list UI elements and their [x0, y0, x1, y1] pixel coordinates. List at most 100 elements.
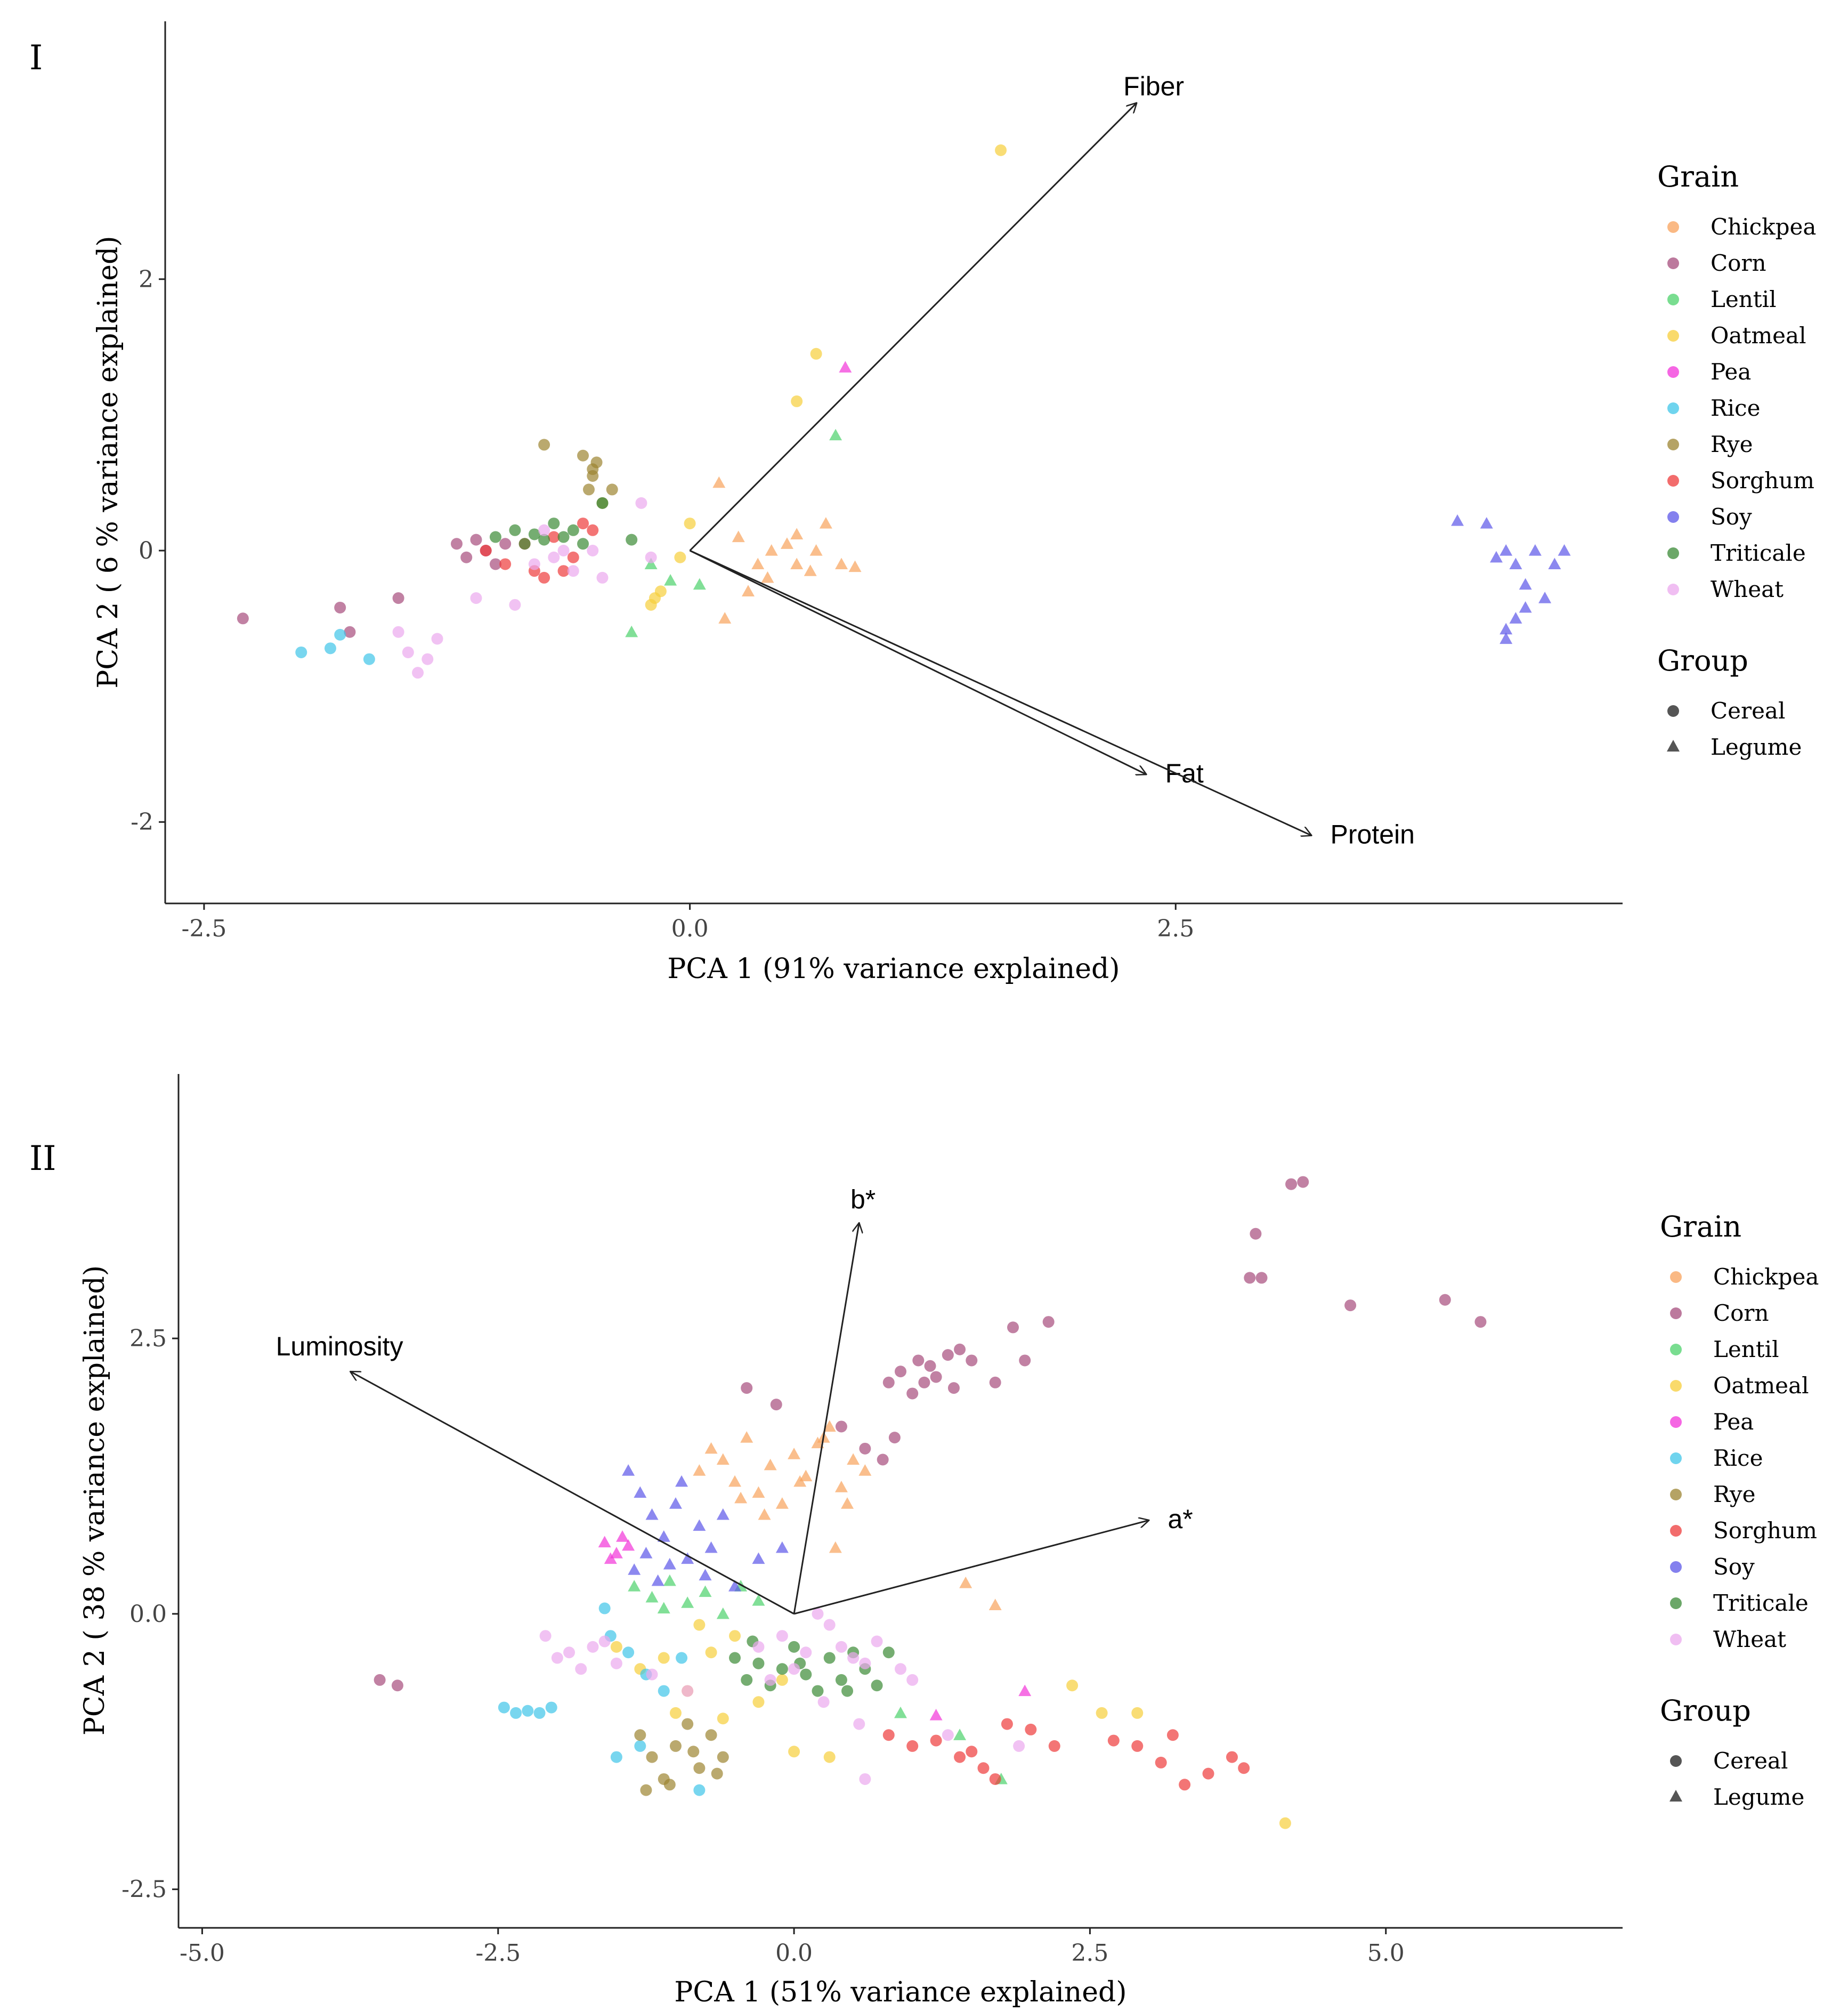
- x-tick-label: -2.5: [182, 915, 227, 942]
- data-point-corn: [918, 1376, 930, 1388]
- data-point-wheat: [598, 1635, 611, 1647]
- data-point-wheat: [817, 1696, 830, 1708]
- y-axis-title: PCA 2 ( 38 % variance explained): [79, 1265, 111, 1735]
- data-point-lentil: [645, 1590, 659, 1603]
- data-point-chickpea: [712, 476, 726, 488]
- data-point-rice: [622, 1646, 635, 1659]
- legend-label-chickpea: Chickpea: [1711, 214, 1816, 240]
- data-point-rye: [640, 1784, 652, 1796]
- legend-key-lentil: [1670, 1344, 1682, 1355]
- x-tick-label: 5.0: [1367, 1940, 1405, 1967]
- data-point-chickpea: [809, 544, 823, 556]
- data-point-triticale: [626, 534, 638, 546]
- legend-key-rye: [1667, 439, 1679, 450]
- data-point-sorghum: [548, 531, 560, 543]
- data-point-chickpea: [790, 558, 804, 570]
- data-point-corn: [470, 534, 482, 546]
- data-point-sorghum: [1131, 1740, 1144, 1752]
- data-point-oatmeal: [705, 1646, 717, 1659]
- data-point-wheat: [788, 1663, 800, 1675]
- legend-key-lentil: [1667, 294, 1679, 305]
- data-point-triticale: [835, 1674, 847, 1686]
- data-point-wheat: [895, 1663, 906, 1675]
- data-point-soy: [1519, 601, 1532, 613]
- data-point-oatmeal: [658, 1652, 670, 1664]
- data-point-oatmeal: [645, 599, 657, 611]
- data-point-oatmeal: [669, 1707, 682, 1719]
- data-point-chickpea: [732, 530, 745, 543]
- data-point-pea: [598, 1536, 611, 1548]
- data-point-soy: [1451, 514, 1464, 526]
- data-point-chickpea: [788, 1448, 801, 1459]
- data-point-rye: [582, 483, 595, 496]
- y-tick-label: -2.5: [121, 1876, 167, 1903]
- data-point-soy: [693, 1519, 706, 1531]
- data-point-wheat: [575, 1663, 587, 1675]
- data-point-corn: [877, 1453, 889, 1466]
- legend-label-cereal: Cereal: [1711, 698, 1785, 724]
- data-point-wheat: [392, 626, 404, 638]
- legend-label-corn: Corn: [1711, 250, 1766, 276]
- loading-arrow-a: [793, 1520, 1149, 1615]
- legend-key-corn: [1667, 257, 1679, 269]
- data-point-corn: [954, 1343, 966, 1355]
- data-point-wheat: [906, 1674, 919, 1686]
- data-point-wheat: [752, 1641, 765, 1653]
- data-point-wheat: [402, 646, 414, 658]
- panel-1-points: [237, 144, 1571, 679]
- data-point-chickpea: [716, 1453, 730, 1465]
- data-point-corn: [1344, 1299, 1357, 1312]
- data-point-chickpea: [841, 1497, 854, 1509]
- data-point-chickpea: [790, 528, 804, 540]
- x-tick-label: 2.5: [1071, 1940, 1108, 1967]
- data-point-chickpea: [834, 1481, 848, 1492]
- data-point-sorghum: [1107, 1734, 1120, 1747]
- legend-key-chickpea: [1667, 221, 1679, 233]
- panel-2-loadings: b* Luminosity a*: [276, 1185, 1193, 1615]
- data-point-triticale: [596, 497, 609, 509]
- data-point-soy: [651, 1574, 664, 1586]
- legend-label-cereal: Cereal: [1713, 1748, 1788, 1774]
- x-axis-title: PCA 1 (51% variance explained): [674, 1976, 1126, 2008]
- data-point-triticale: [812, 1685, 824, 1697]
- data-point-soy: [699, 1569, 712, 1581]
- data-point-chickpea: [693, 1464, 706, 1476]
- data-point-soy: [1528, 544, 1542, 556]
- data-point-chickpea: [793, 1475, 807, 1487]
- loading-arrow-fiber: [689, 103, 1137, 552]
- data-point-pea: [1018, 1684, 1032, 1697]
- data-point-corn: [1285, 1178, 1298, 1190]
- data-point-lentil: [663, 1574, 676, 1586]
- legend-key-soy: [1667, 511, 1679, 523]
- legend-label-wheat: Wheat: [1713, 1626, 1786, 1652]
- data-point-wheat: [596, 571, 609, 584]
- data-point-rice: [533, 1707, 546, 1719]
- legend-key-rice: [1667, 402, 1679, 414]
- legend-key-rice: [1670, 1452, 1682, 1464]
- loading-label-a: a*: [1168, 1504, 1193, 1534]
- loading-arrow-b: [793, 1223, 859, 1614]
- panel-label: I: [29, 38, 43, 78]
- data-point-corn: [1255, 1272, 1268, 1284]
- data-point-rye: [669, 1740, 682, 1752]
- data-point-lentil: [699, 1585, 712, 1597]
- data-point-sorghum: [1025, 1723, 1037, 1735]
- data-point-corn: [460, 551, 473, 563]
- data-point-triticale: [538, 534, 550, 546]
- data-point-pea: [604, 1552, 617, 1564]
- data-point-soy: [1500, 623, 1513, 635]
- data-point-rye: [711, 1767, 723, 1780]
- legend-label-rice: Rice: [1713, 1445, 1763, 1471]
- data-point-wheat: [800, 1646, 812, 1659]
- data-point-triticale: [823, 1652, 836, 1664]
- legend-label-wheat: Wheat: [1711, 576, 1784, 602]
- legend-label-pea: Pea: [1713, 1409, 1754, 1435]
- legend-key-chickpea: [1670, 1271, 1682, 1283]
- data-point-sorghum: [587, 524, 599, 536]
- data-point-corn: [859, 1442, 871, 1455]
- legend-panel-1: Grain Chickpea Corn Lentil Oatmeal Pea Rice Rye…: [1657, 160, 1816, 760]
- data-point-soy: [1558, 544, 1571, 556]
- y-axis-title: PCA 2 ( 6 % variance explained): [92, 236, 124, 688]
- data-point-rye: [693, 1762, 706, 1774]
